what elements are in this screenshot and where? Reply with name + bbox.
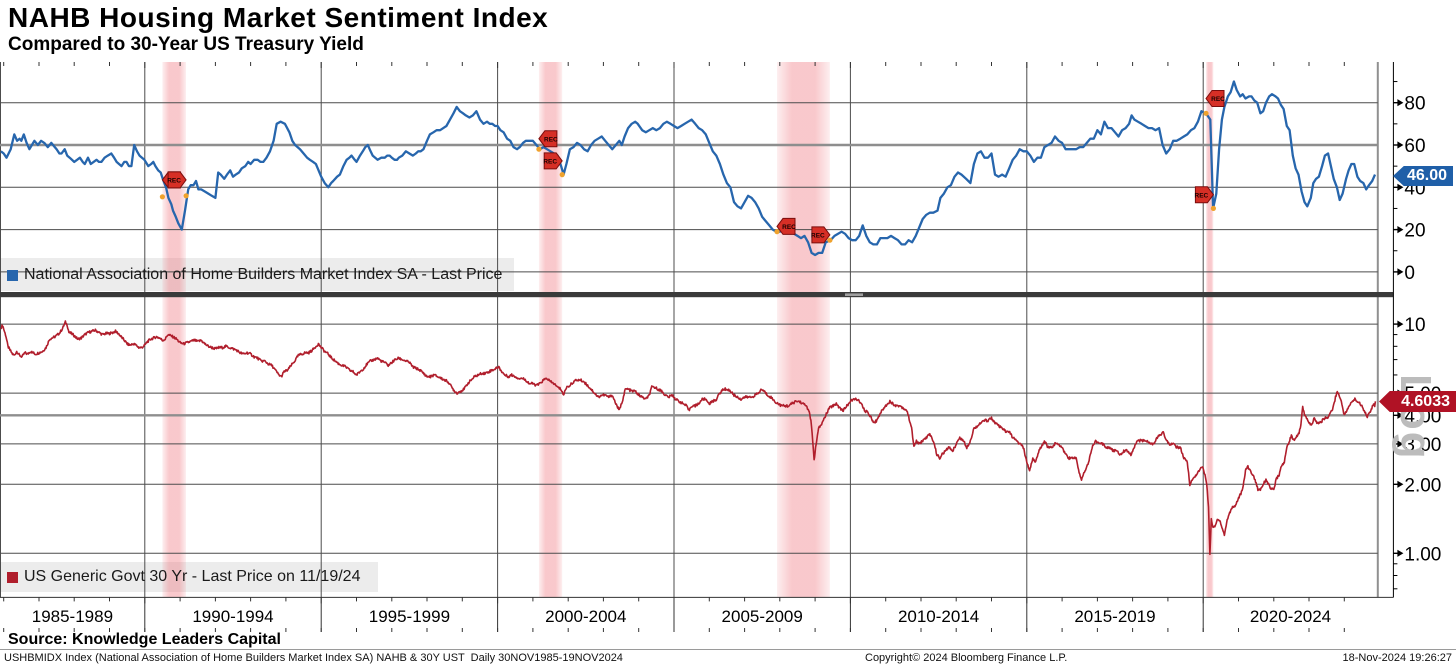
source-line: Source: Knowledge Leaders Capital	[8, 631, 281, 648]
rec-flag-label: REC	[1195, 192, 1209, 199]
nahb-legend-label: National Association of Home Builders Ma…	[24, 266, 503, 283]
recession-band	[1206, 62, 1214, 598]
legend-item-treasury[interactable]: US Generic Govt 30 Yr - Last Price on 11…	[7, 568, 360, 586]
rec-flag-label: REC	[1211, 96, 1225, 103]
x-axis-group-label: 2020-2024	[1250, 607, 1331, 626]
x-axis-group-label: 2010-2014	[898, 607, 979, 626]
page-subtitle: Compared to 30-Year US Treasury Yield	[8, 34, 364, 55]
log-scale-watermark: Log	[1391, 374, 1440, 461]
flag-anchor-dot	[183, 193, 189, 199]
rec-flag-label: REC	[782, 224, 796, 231]
last-price-value-nahb: 46.00	[1406, 167, 1447, 184]
rec-flag	[776, 217, 796, 235]
tick-arrow-icon	[1397, 99, 1404, 107]
rec-flag	[538, 130, 558, 148]
panel-divider-handle[interactable]	[845, 293, 863, 296]
flag-anchor-dot	[1210, 205, 1216, 211]
rec-flag-label: REC	[543, 159, 557, 166]
treasury-series-line	[0, 320, 1377, 556]
x-axis-group-label: 1995-1999	[369, 607, 450, 626]
last-price-value-treasury: 4.6033	[1401, 392, 1450, 410]
y-axis-tick-label: 20	[1404, 221, 1425, 242]
tick-arrow-icon	[1397, 440, 1404, 448]
y-axis-tick-label: 2.00	[1404, 475, 1441, 496]
recession-band	[777, 62, 830, 598]
flag-anchor-dot	[1203, 110, 1209, 116]
y-axis-tick-label: 10	[1404, 315, 1425, 336]
flag-anchor-dot	[536, 146, 542, 152]
flag-anchor-dot	[559, 172, 565, 178]
flag-anchor-dot	[159, 194, 165, 200]
x-axis-group-label: 2000-2004	[545, 607, 626, 626]
rec-flag	[167, 171, 187, 189]
nahb-series-line	[0, 80, 1377, 257]
x-axis-group-label: 2005-2009	[722, 607, 803, 626]
legend-item-nahb[interactable]: National Association of Home Builders Ma…	[7, 266, 502, 284]
panel-divider	[0, 292, 1394, 298]
recession-band	[162, 62, 186, 598]
rec-flag	[811, 226, 831, 244]
y-axis-tick-label: 3.00	[1404, 435, 1441, 456]
tick-arrow-icon	[1397, 480, 1404, 488]
tick-arrow-icon	[1397, 183, 1404, 191]
tick-arrow-icon	[1397, 226, 1404, 234]
nahb-legend-bg	[0, 258, 514, 291]
y-axis-tick-label: 1.00	[1404, 544, 1441, 565]
page-title: NAHB Housing Market Sentiment Index	[8, 2, 549, 33]
rec-flag-label: REC	[544, 136, 558, 143]
tick-arrow-icon	[1397, 268, 1404, 276]
last-price-badge-treasury: 4.6033	[1379, 391, 1456, 412]
x-axis-group-label: 2015-2019	[1074, 607, 1155, 626]
rec-flag	[1205, 90, 1225, 107]
rec-flag-label: REC	[811, 233, 825, 240]
treasury-legend-label: US Generic Govt 30 Yr - Last Price on 11…	[24, 568, 361, 585]
tick-arrow-icon	[1397, 320, 1404, 328]
rec-flag-label: REC	[167, 178, 181, 185]
flag-anchor-dot	[827, 237, 833, 243]
ticker-description: USHBMIDX Index (National Association of …	[4, 652, 623, 664]
footer-divider-line	[0, 649, 1456, 650]
rec-flag	[543, 152, 563, 170]
last-price-badge-nahb: 46.00	[1393, 166, 1453, 186]
nahb-legend-swatch-icon	[7, 269, 18, 281]
treasury-legend-bg	[0, 562, 378, 592]
timestamp-text: 18-Nov-2024 19:26:27	[1342, 652, 1452, 664]
tick-arrow-icon	[1397, 141, 1404, 149]
x-axis-group-label: 1985-1989	[32, 607, 113, 626]
recession-band	[538, 62, 563, 598]
tick-arrow-icon	[1397, 549, 1404, 557]
treasury-legend-swatch-icon	[7, 571, 18, 583]
y-axis-tick-label: 60	[1404, 136, 1425, 157]
flag-anchor-dot	[774, 229, 780, 235]
rec-flag	[1194, 186, 1215, 204]
x-axis-group-label: 1990-1994	[192, 607, 273, 626]
copyright-text: Copyright© 2024 Bloomberg Finance L.P.	[865, 652, 1068, 664]
tick-arrow-icon	[1397, 411, 1404, 419]
y-axis-tick-label: 0	[1404, 263, 1415, 284]
y-axis-tick-label: 80	[1404, 94, 1425, 115]
